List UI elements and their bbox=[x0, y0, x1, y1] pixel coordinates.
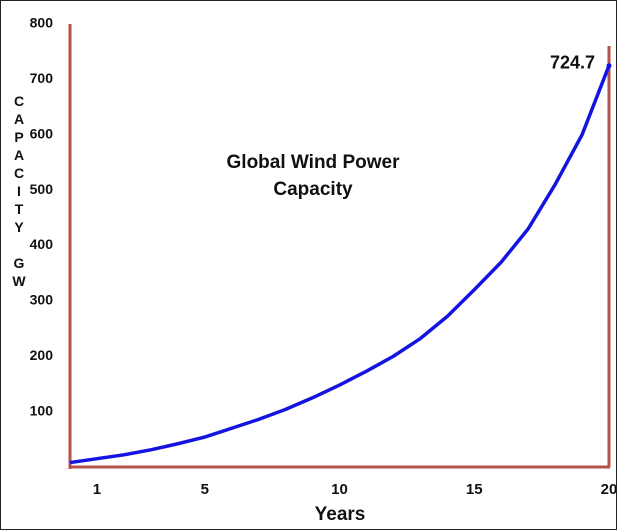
y-tick-label: 700 bbox=[30, 70, 54, 86]
x-tick-label: 1 bbox=[93, 481, 101, 498]
y-tick-label: 500 bbox=[30, 181, 54, 197]
data-label: 724.7 bbox=[550, 52, 595, 72]
y-tick-label: 600 bbox=[30, 125, 54, 141]
x-tick-label: 5 bbox=[201, 481, 209, 498]
end-point bbox=[606, 63, 612, 69]
y-tick-label: 400 bbox=[30, 236, 54, 252]
x-tick-label: 10 bbox=[331, 481, 348, 498]
x-tick-label: 20 bbox=[601, 481, 616, 498]
y-tick-label: 200 bbox=[30, 347, 54, 363]
y-tick-label: 100 bbox=[30, 402, 54, 418]
y-tick-label: 800 bbox=[30, 15, 54, 31]
x-axis-label: Years bbox=[315, 504, 366, 525]
x-tick-label: 15 bbox=[466, 481, 483, 498]
y-axis-label: CAPACITY GW bbox=[11, 93, 27, 291]
y-tick-label: 300 bbox=[30, 292, 54, 308]
line bbox=[69, 65, 611, 465]
chart-title: Global Wind Power Capacity bbox=[226, 152, 400, 200]
